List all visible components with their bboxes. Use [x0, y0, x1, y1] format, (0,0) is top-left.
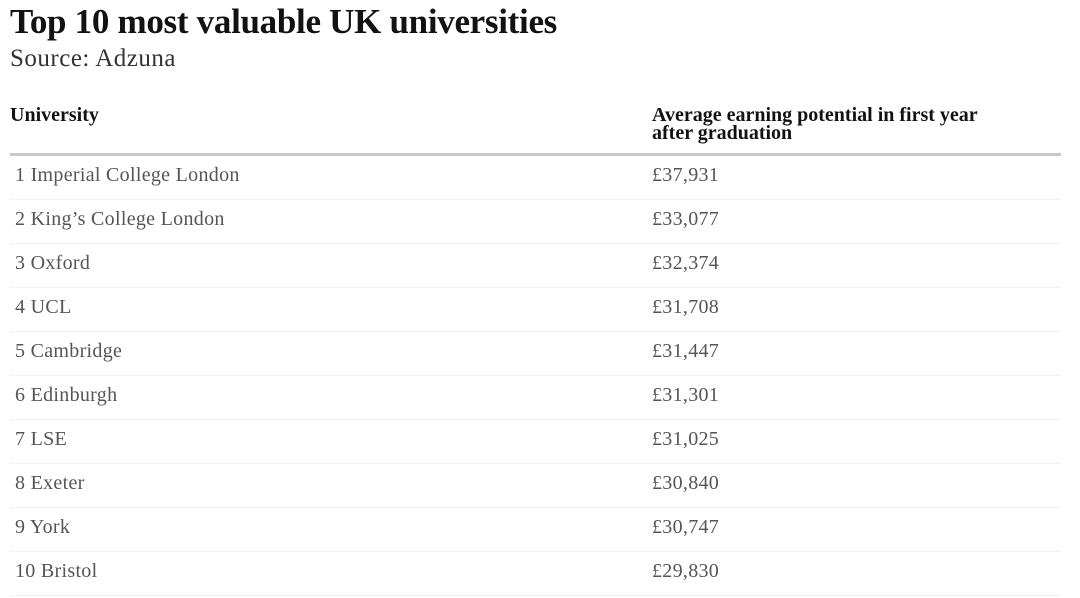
- university-cell: 10 Bristol: [15, 560, 98, 582]
- table-row: 10 Bristol £29,830: [10, 552, 1061, 596]
- earnings-cell: £29,830: [652, 560, 720, 582]
- earnings-cell: £37,931: [652, 164, 720, 186]
- earnings-cell: £31,025: [652, 428, 720, 450]
- university-cell: 9 York: [15, 516, 71, 538]
- table-row: 8 Exeter £30,840: [10, 464, 1061, 508]
- university-cell: 8 Exeter: [15, 472, 85, 494]
- earnings-cell: £30,747: [652, 516, 720, 538]
- column-header: Average earning potential in first year …: [652, 104, 978, 144]
- university-cell: 5 Cambridge: [15, 340, 123, 362]
- table-body: 1 Imperial College London £37,931 2 King’s…: [10, 156, 1061, 596]
- table-row: 3 Oxford £32,374: [10, 244, 1061, 288]
- earnings-cell: £30,840: [652, 472, 720, 494]
- title: Top 10 most valuable UK universities: [10, 2, 557, 41]
- column-header: University: [10, 104, 99, 126]
- table-row: 4 UCL £31,708: [10, 288, 1061, 332]
- table-row: 7 LSE £31,025: [10, 420, 1061, 464]
- earnings-cell: £31,708: [652, 296, 720, 318]
- table-row: 1 Imperial College London £37,931: [10, 156, 1061, 200]
- university-cell: 2 King’s College London: [15, 208, 225, 230]
- table-row: 9 York £30,747: [10, 508, 1061, 552]
- source: Source: Adzuna: [10, 45, 176, 72]
- table-row: 6 Edinburgh £31,301: [10, 376, 1061, 420]
- university-cell: 3 Oxford: [15, 252, 91, 274]
- university-cell: 4 UCL: [15, 296, 72, 318]
- earnings-cell: £32,374: [652, 252, 720, 274]
- earnings-cell: £31,301: [652, 384, 720, 406]
- header-rule: [10, 153, 1061, 156]
- earnings-cell: £31,447: [652, 340, 720, 362]
- table-row: 5 Cambridge £31,447: [10, 332, 1061, 376]
- university-cell: 7 LSE: [15, 428, 68, 450]
- table-row: 2 King’s College London £33,077: [10, 200, 1061, 244]
- university-cell: 6 Edinburgh: [15, 384, 118, 406]
- university-cell: 1 Imperial College London: [15, 164, 240, 186]
- earnings-cell: £33,077: [652, 208, 720, 230]
